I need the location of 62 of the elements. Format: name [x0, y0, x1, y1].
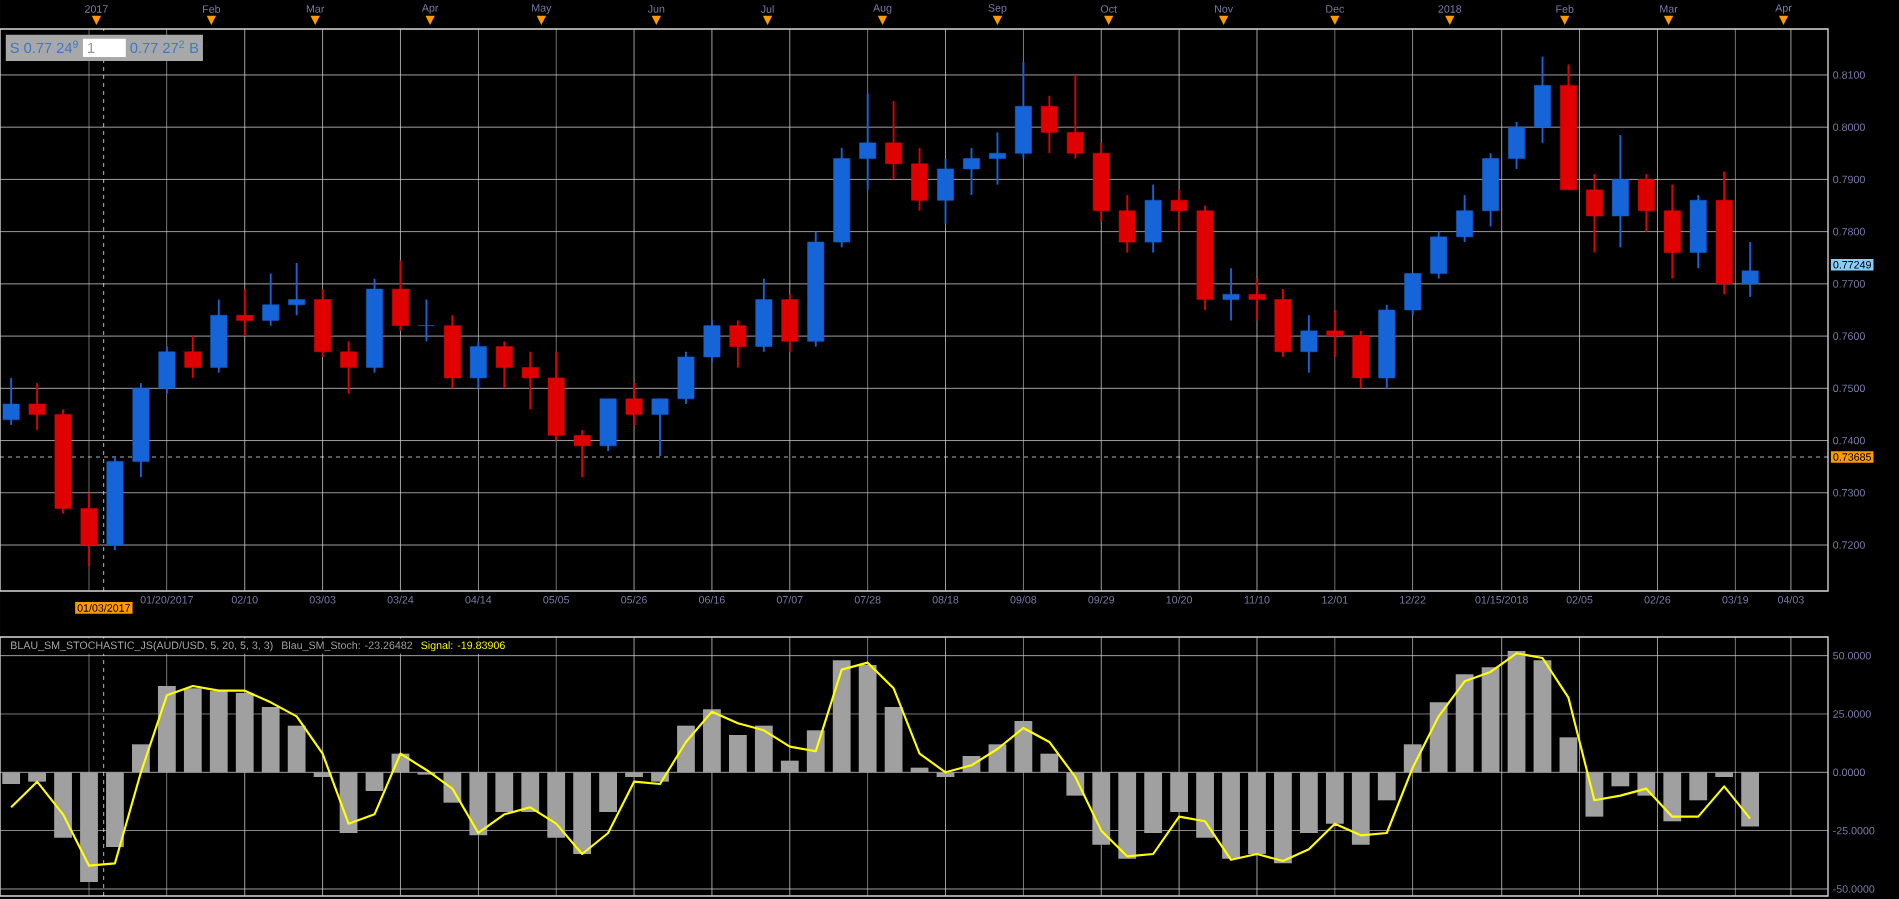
x2-tick-label: Feb	[1556, 5, 1574, 13]
y-tick-label: 50.0000	[1833, 651, 1871, 660]
text: Signal: -19.83906	[421, 641, 505, 652]
x2-tick-label: Aug	[873, 4, 892, 14]
x2-tick-label: 2017	[85, 5, 108, 13]
x-tick-label: 02/05	[1566, 595, 1593, 604]
y-tick-label: 0.7500	[1833, 384, 1865, 393]
y-tick-label: 0.8100	[1833, 71, 1865, 79]
x2-tick-label: Oct	[1100, 5, 1117, 13]
x2-tick-label: Feb	[203, 5, 221, 13]
x-tick-label: 09/29	[1088, 595, 1115, 604]
x-tick-label: 02/10	[231, 595, 258, 604]
x-tick-label: 06/16	[699, 595, 725, 604]
x2-tick-label: Nov	[1215, 5, 1234, 13]
x-tick-label: 03/03	[309, 595, 336, 604]
ref-line-label: 01/03/2017	[77, 603, 130, 612]
x2-tick-label: Apr	[421, 4, 439, 14]
x2-tick-label: Jun	[647, 5, 665, 13]
x2-tick-label: Jul	[760, 5, 774, 13]
x-tick-label: 01/15/2018	[1475, 595, 1528, 604]
x-tick-label: 04/14	[465, 595, 492, 604]
x-tick-label: 08/18	[932, 595, 959, 604]
text: Blau_SM_Stoch: -23.26482	[282, 641, 413, 652]
y-tick-label: 25.0000	[1833, 710, 1871, 718]
x-tick-label: 11/10	[1244, 595, 1270, 604]
x2-tick-label: May	[532, 4, 552, 14]
x2-tick-label: Mar	[1660, 5, 1678, 13]
x-tick-label: 12/22	[1400, 595, 1426, 604]
ref-line-label: 0.73685	[1833, 453, 1872, 461]
x2-tick-label: Apr	[1775, 4, 1792, 14]
x2-tick-label: Dec	[1326, 5, 1345, 13]
x-tick-label: 03/19	[1722, 595, 1749, 604]
x-tick-label: 01/20/2017	[140, 595, 194, 604]
x-tick-label: 02/26	[1644, 595, 1671, 604]
y-tick-label: 0.7800	[1833, 227, 1865, 236]
y-tick-label: 0.7200	[1833, 541, 1865, 549]
annotation: S 0.77 24$^{9}$	[10, 40, 78, 54]
y-tick-label: 0.7400	[1833, 436, 1865, 445]
x-tick-label: 07/07	[776, 595, 803, 604]
chart-title: BLAU_SM_STOCHASTIC_JS(AUD/USD, 5, 20, 5, 3, 3)	[11, 641, 273, 652]
x2-tick-label: 2018	[1438, 5, 1462, 13]
x-tick-label: 05/26	[621, 595, 647, 604]
x2-tick-label: Mar	[306, 5, 325, 13]
y-tick-label: -50.0000	[1833, 885, 1875, 893]
annotation: 1	[88, 42, 95, 53]
x-tick-label: 12/01	[1322, 595, 1348, 604]
y-tick-label: 0.8000	[1833, 123, 1865, 131]
x-tick-label: 07/28	[854, 595, 881, 604]
y-tick-label: 0.7900	[1833, 175, 1865, 184]
y-tick-label: 0.7600	[1833, 332, 1865, 340]
text: 0.77249	[1833, 261, 1871, 269]
x-tick-label: 05/05	[543, 595, 570, 604]
y-tick-label: 0.7300	[1833, 489, 1865, 497]
x-tick-label: 04/03	[1777, 595, 1804, 604]
y-tick-label: 0.7700	[1833, 280, 1865, 288]
x-tick-label: 10/20	[1166, 595, 1193, 604]
y-tick-label: -25.0000	[1833, 826, 1875, 835]
x-tick-label: 09/08	[1010, 595, 1037, 604]
x-tick-label: 03/24	[387, 595, 414, 604]
x2-tick-label: Sep	[988, 4, 1007, 14]
annotation: 0.77 27$^{2}$ B	[130, 40, 199, 54]
y-tick-label: 0.0000	[1833, 768, 1865, 777]
